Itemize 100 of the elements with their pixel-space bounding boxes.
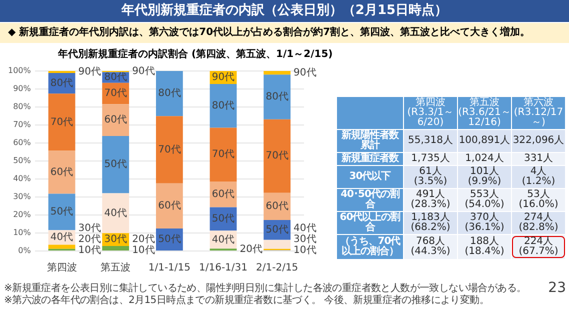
text: 80代 [50,78,74,89]
chart-subtitle: ◆ 新規重症者の年代別内訳は、第六波では70代以上が占める割合が約7割と、第四波、第五波と比べて大きく増加。 [0,23,569,43]
chart-title: 年代別新規重症者の内訳（公表日別）（2月15日時点） [0,0,569,22]
text: 40代 [212,234,235,246]
text: 55,318人 [408,135,453,146]
series-label: 60代 [158,200,181,212]
y-tick-label: 50% [13,156,32,166]
category-label: 40･50代の割合 [340,189,400,210]
text: 90代 [78,66,101,78]
category-label: 新規重症者数 [342,153,398,164]
y-tick-label: 70% [13,120,32,130]
text: 70代 [212,149,235,160]
text: 50代 [104,159,127,170]
bar [264,240,291,249]
y-tick-label: 20% [13,210,32,220]
text: 30代 [78,223,101,234]
series-label: 40代 [50,232,74,244]
category-label: 第四波 (R3.3/1～ 6/20) [404,96,458,130]
y-tick-label: 0% [18,246,32,256]
text: 90代 [132,66,155,78]
text: 4人 (1.2%) [522,166,556,187]
series-label: 20代 [78,234,101,246]
bar [264,74,291,120]
text: 50代 [50,206,74,218]
text: 274人 (82.8%) [518,212,558,233]
text: 40代 [104,208,127,219]
category-label: 30代以下 [349,171,391,182]
text: 101人 (9.9%) [468,166,502,187]
text: ※第六波の各年代の割合は、2月15日時点までの新規重症者数に基づく。 今後、新規重症者の推移により変動。 [4,295,490,306]
bar [264,119,291,193]
text: 322,096人 [512,135,564,146]
text: 80代 [212,100,235,112]
x-tick-label: 1/1-1/15 [148,262,191,274]
text: 60代 [212,188,235,200]
text: 40代 [294,222,316,234]
x-tick-label: 第五波 [100,262,131,274]
text: 70代 [266,150,288,162]
bar [102,246,130,250]
series-label: 30代 [104,234,127,246]
text: 50代 [212,214,235,225]
text: 70代 [50,116,74,128]
category-label: （うち、70代以上の割合） [340,236,400,257]
y-tick-label: 60% [13,138,32,148]
x-tick-label: 2/1-2/15 [256,262,298,274]
bar [102,193,130,234]
y-tick-label: 10% [13,228,32,238]
x-tick-label: 第四波 [46,262,77,274]
series-label: 10代 [78,245,101,256]
bar [48,244,76,249]
text: 491人 (28.3%) [410,189,450,210]
y-tick-label: 40% [13,174,32,184]
category-label: 新規陽性者数累計 [342,130,398,151]
text: 20代 [240,244,262,256]
text: 10代 [294,244,316,256]
bar [156,116,183,184]
bar [156,71,183,116]
text: 80代 [158,88,181,100]
text: 年代別新規重症者の内訳割合 (第四波、第五波、1/1～2/15) [58,47,333,61]
text: ※新規重症者を公表日別に集計しているため、陽性判明日別に集計した各波の重症者数と人数が一致しない場合がある。 [4,283,526,294]
y-tick-label: 30% [13,192,32,202]
bar [210,128,237,182]
bar [48,94,76,151]
y-tick-label: 100% [8,66,32,76]
rounded-outline: 224人 (67.7%) [512,236,565,258]
text: 331人 [524,153,554,164]
series-label: 80代 [104,72,127,84]
text: 80代 [266,92,288,103]
text: 20代 [132,234,155,246]
text: 553人 (54.0%) [464,189,504,210]
bar [210,84,237,128]
text: 1,735人 [411,153,450,164]
text: 1,024人 [465,153,504,164]
text: 53人 (16.0%) [518,189,558,210]
y-tick-label: 90% [13,84,32,94]
category-label: 第六波 (R3.12/17～) [512,96,566,130]
text: 90代 [294,67,316,78]
category-label: 60代以上の割合 [340,212,400,233]
text: 10代 [132,245,155,256]
bar [48,150,76,194]
series-label: 50代 [158,234,181,246]
text: 60代 [104,114,127,126]
text: 1,183人 (68.2%) [410,212,450,233]
category-label: 第五波 (R3.6/21～ 12/16) [458,96,512,130]
text: 60代 [266,201,288,212]
text: 768人 (44.3%) [410,236,450,257]
text: 61人 (3.5%) [414,166,448,187]
text: 30代 [294,234,316,245]
text: 100,891人 [458,135,510,146]
y-tick-label: 80% [13,102,32,112]
text: 50代 [266,224,288,236]
bar [264,71,291,75]
series-label: 90代 [212,72,235,84]
x-tick-label: 1/16-1/31 [198,262,248,274]
text: 188人 (18.4%) [464,236,504,257]
series-label: 70代 [158,144,181,156]
text: 70代 [104,88,127,100]
text: 23 [548,280,566,296]
text: 60代 [50,166,74,178]
bar [156,183,183,228]
bar [102,104,130,136]
